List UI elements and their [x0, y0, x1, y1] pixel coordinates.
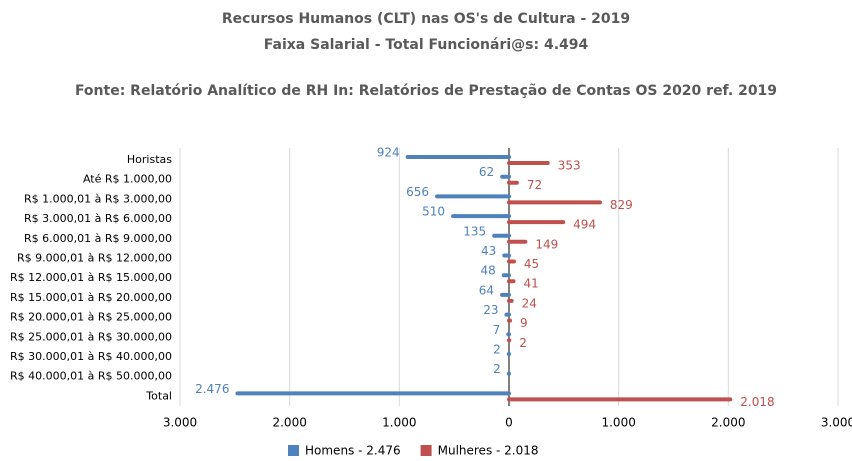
value-label: 62 — [479, 165, 494, 179]
x-tick-label: 2.000 — [711, 416, 745, 430]
value-label: 45 — [524, 257, 539, 271]
y-tick-label: R$ 40.000,01 à R$ 50.000,00 — [10, 370, 172, 383]
chart-subtitle: Faixa Salarial - Total Funcionári@s: 4.4… — [264, 37, 589, 53]
x-tick-label: 3.000 — [163, 416, 197, 430]
y-tick-label: R$ 12.000,01 à R$ 15.000,00 — [10, 271, 172, 284]
y-tick-label: R$ 1.000,01 à R$ 3.000,00 — [24, 192, 172, 205]
y-tick-label: R$ 20.000,01 à R$ 25.000,00 — [10, 311, 172, 324]
value-label: 2.018 — [740, 395, 774, 409]
value-label: 149 — [535, 237, 558, 251]
value-label: 72 — [527, 178, 542, 192]
value-label: 24 — [522, 296, 537, 310]
y-tick-label: R$ 30.000,01 à R$ 40.000,00 — [10, 350, 172, 363]
legend-label: Mulheres - 2.018 — [438, 444, 539, 458]
x-tick-label: 0 — [505, 416, 513, 430]
value-label: 656 — [406, 185, 429, 199]
chart-source: Fonte: Relatório Analítico de RH In: Rel… — [75, 83, 777, 99]
y-tick-label: Total — [145, 389, 172, 402]
x-tick-label: 1.000 — [601, 416, 635, 430]
value-label: 48 — [480, 264, 495, 278]
legend-label: Homens - 2.476 — [305, 444, 401, 458]
y-tick-label: R$ 25.000,01 à R$ 30.000,00 — [10, 330, 172, 343]
value-label: 43 — [481, 244, 496, 258]
value-label: 41 — [523, 277, 538, 291]
y-tick-label: R$ 3.000,01 à R$ 6.000,00 — [24, 212, 172, 225]
legend-swatch — [288, 445, 299, 456]
y-tick-label: Até R$ 1.000,00 — [83, 173, 172, 186]
value-label: 2 — [519, 336, 527, 350]
value-label: 9 — [520, 316, 528, 330]
y-tick-label: Horistas — [127, 153, 172, 166]
chart-title: Recursos Humanos (CLT) nas OS's de Cultu… — [222, 11, 630, 27]
value-label: 2.476 — [195, 382, 229, 396]
y-tick-label: R$ 6.000,01 à R$ 9.000,00 — [24, 232, 172, 245]
value-label: 7 — [493, 323, 501, 337]
x-tick-label: 1.000 — [382, 416, 416, 430]
y-tick-label: R$ 15.000,01 à R$ 20.000,00 — [10, 291, 172, 304]
x-tick-label: 3.000 — [821, 416, 852, 430]
value-label: 2 — [493, 343, 501, 357]
y-tick-label: R$ 9.000,01 à R$ 12.000,00 — [17, 252, 172, 265]
value-label: 23 — [483, 303, 498, 317]
legend-swatch — [420, 445, 432, 456]
x-tick-label: 2.000 — [272, 416, 306, 430]
value-label: 353 — [558, 159, 581, 173]
value-label: 494 — [573, 218, 596, 232]
value-label: 829 — [610, 198, 633, 212]
value-label: 64 — [479, 283, 494, 297]
value-label: 2 — [493, 362, 501, 376]
value-label: 135 — [463, 224, 486, 238]
value-label: 924 — [377, 146, 400, 160]
value-label: 510 — [422, 205, 445, 219]
